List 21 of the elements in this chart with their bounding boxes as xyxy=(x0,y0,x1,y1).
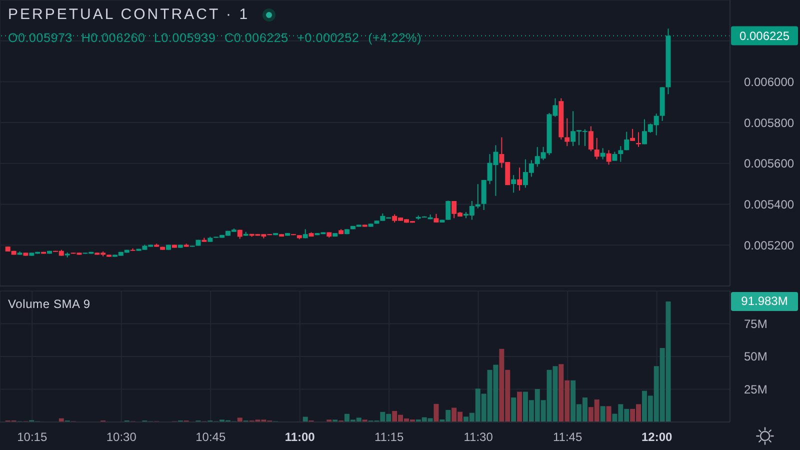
y-tick-label: 0.005800 xyxy=(744,116,794,130)
y-tick-label: 0.005200 xyxy=(744,238,794,252)
text: Volume SMA 9 xyxy=(8,297,90,311)
x-tick-label: 10:30 xyxy=(106,430,137,444)
x-tick-label: 12:00 xyxy=(641,430,672,444)
y-tick-label: 0.005600 xyxy=(744,156,794,171)
y-tick-label: 25M xyxy=(744,382,768,396)
text: 91.983M xyxy=(731,292,798,311)
x-tick-label: 10:45 xyxy=(196,430,226,444)
text: O0.005973 H0.006260 L0.005939 C0.006225 +0.000252 (+4.22%) xyxy=(8,31,422,45)
y-tick-label: 0.006000 xyxy=(744,74,794,89)
y-tick-label: 50M xyxy=(744,350,768,364)
x-tick-label: 11:30 xyxy=(464,430,494,444)
x-tick-label: 11:00 xyxy=(284,430,316,444)
x-tick-label: 11:45 xyxy=(553,430,582,444)
ref-line-label: 0.006225 xyxy=(739,28,790,43)
y-tick-label: 75M xyxy=(744,316,768,331)
y-tick-label: 0.005400 xyxy=(744,197,794,212)
x-tick-label: 11:15 xyxy=(374,430,404,444)
x-tick-label: 10:15 xyxy=(17,430,48,444)
chart-title: PERPETUAL CONTRACT · 1 xyxy=(8,6,250,23)
